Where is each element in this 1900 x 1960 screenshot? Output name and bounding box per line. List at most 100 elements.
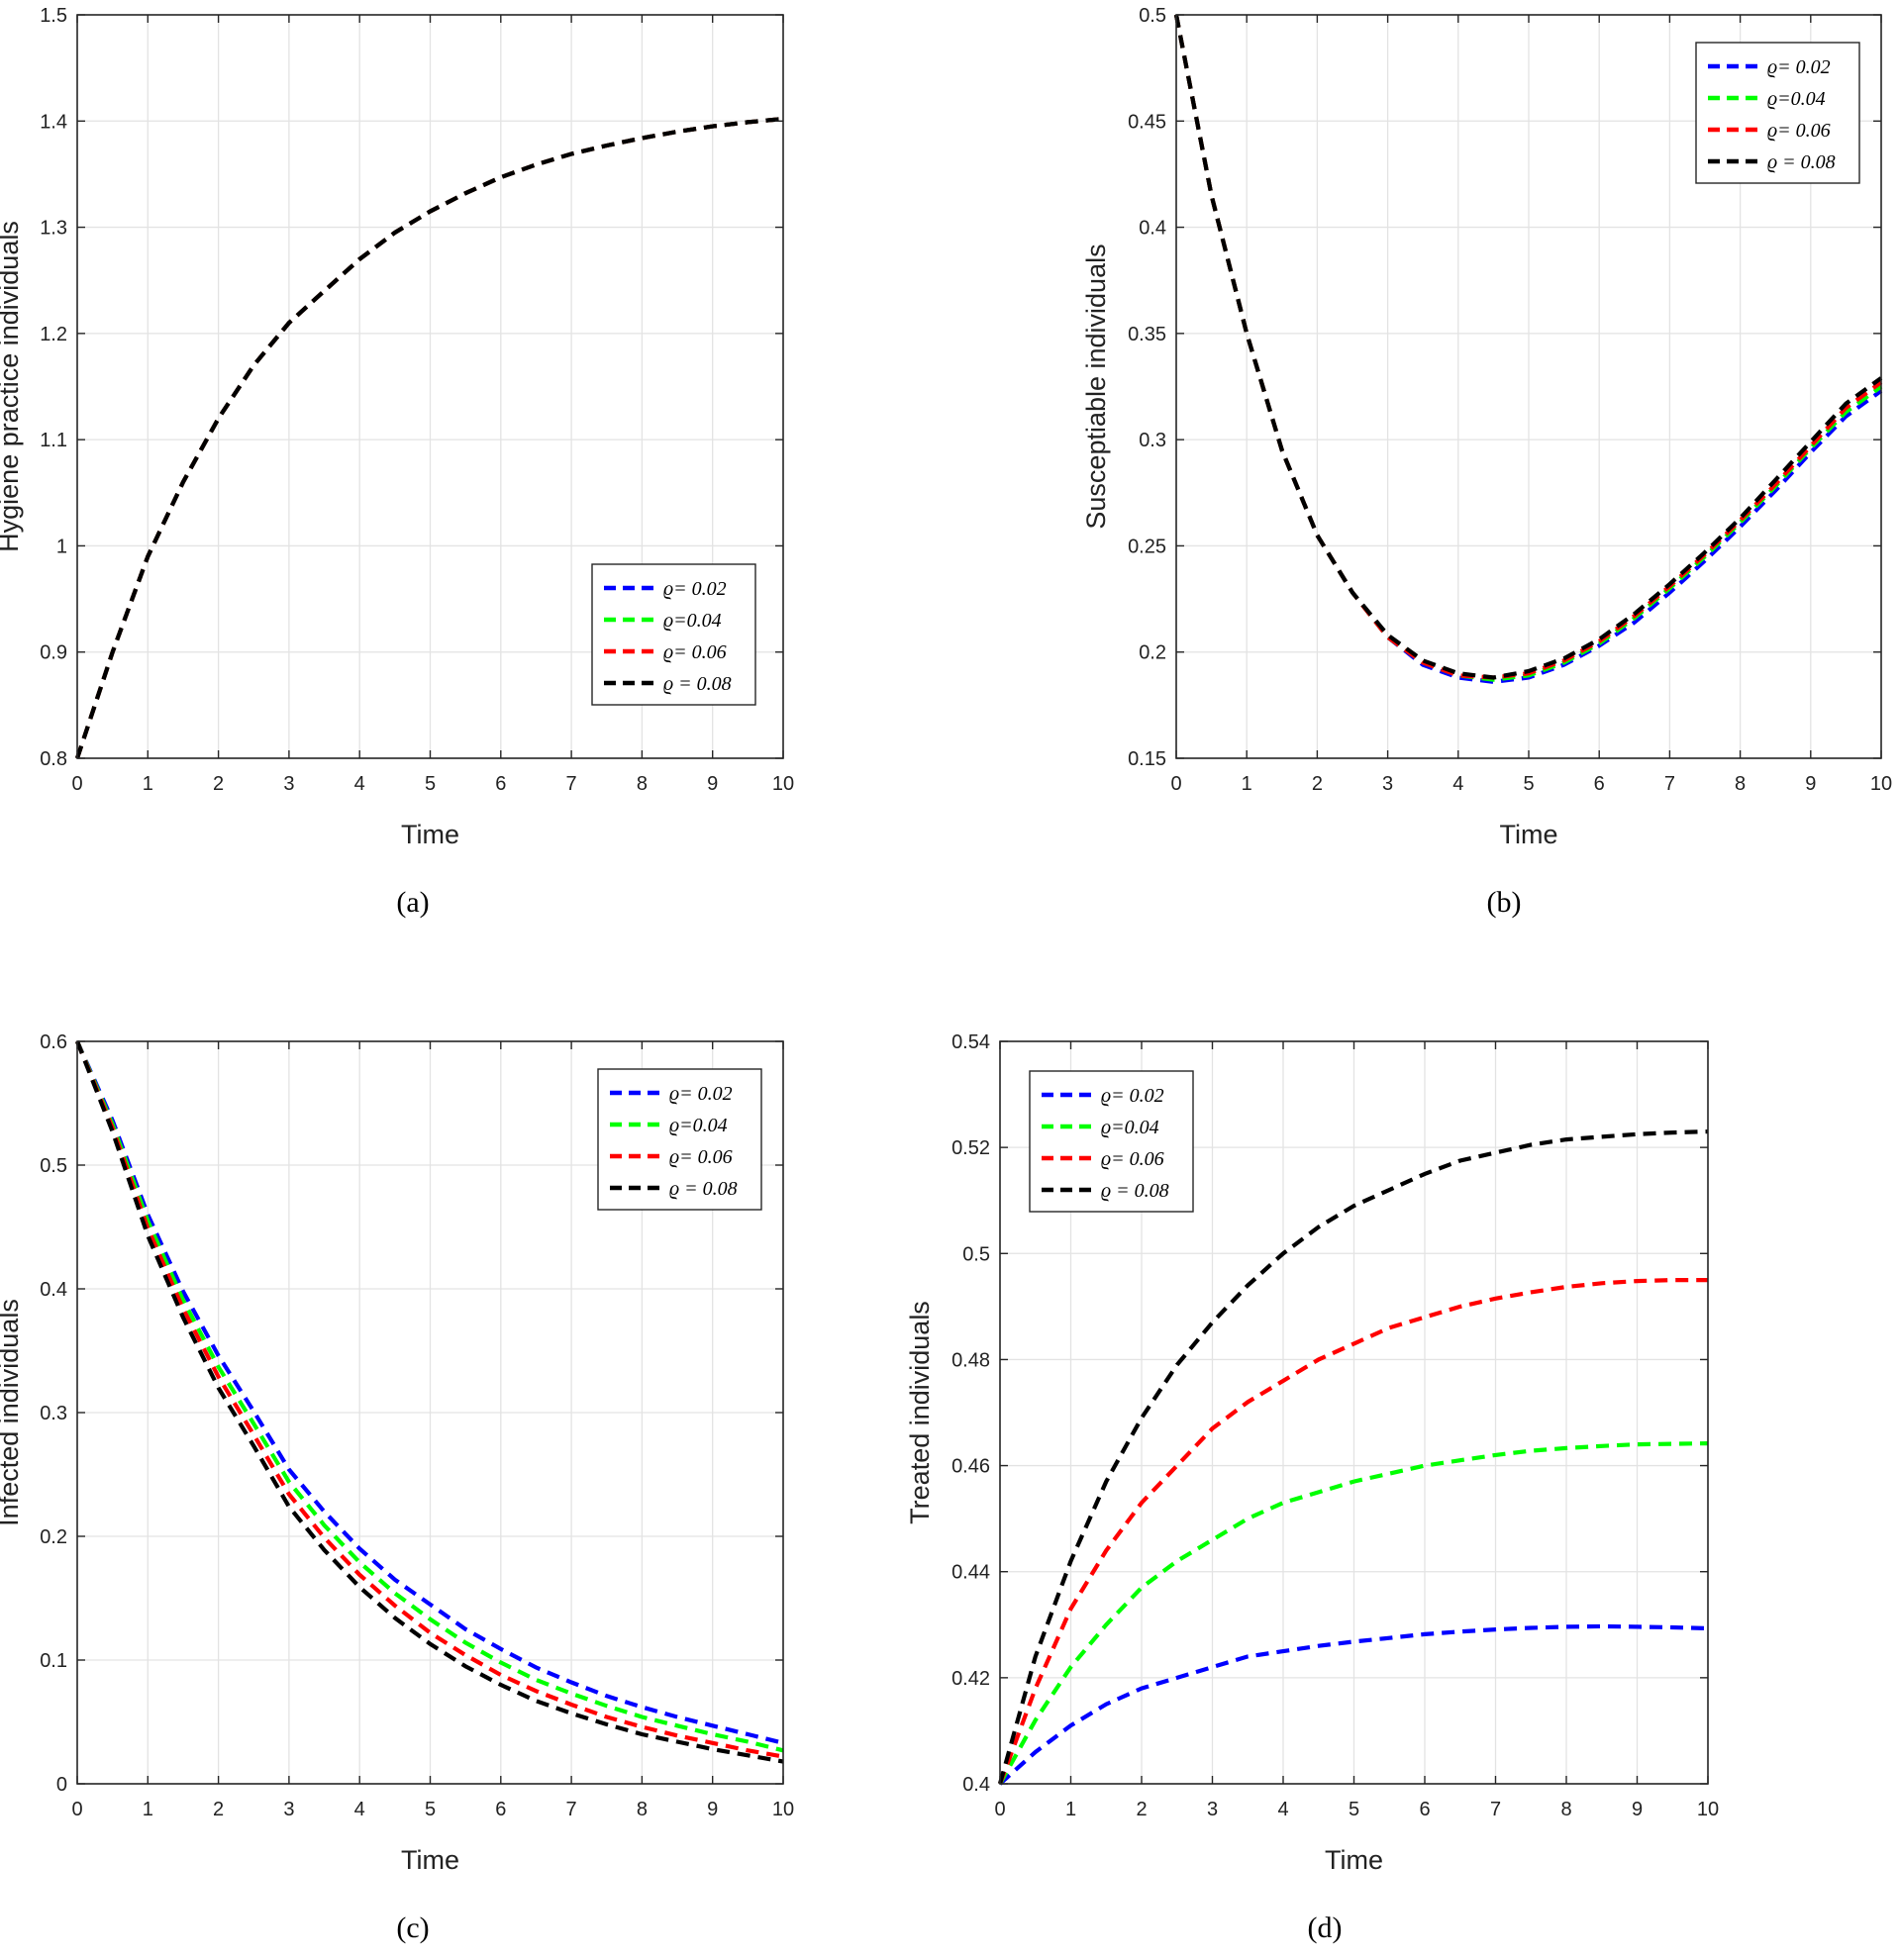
legend-entry: ϱ= 0.06 [1101, 1148, 1164, 1170]
legend-entry: ϱ= 0.02 [669, 1083, 733, 1105]
series-line-2 [75, 1040, 784, 1753]
x-tick-label: 6 [495, 1799, 506, 1820]
x-tick-label: 0 [71, 1799, 82, 1820]
y-tick-label: 1.2 [40, 324, 67, 345]
y-tick-label: 0.2 [40, 1526, 67, 1548]
legend-entry: ϱ= 0.02 [1101, 1085, 1164, 1107]
x-tick-label: 5 [425, 1799, 436, 1820]
x-tick-label: 6 [1419, 1799, 1430, 1820]
y-tick-label: 0.54 [951, 1031, 990, 1053]
chart-d: 0 1 2 3 4 5 6 7 8 9 10 0.4 0.42 0.44 0.46 0.48 0.5 0.52 0.… [905, 1031, 1719, 1944]
y-tick-label: 0.15 [1128, 748, 1166, 770]
x-tick-label: 5 [1523, 773, 1534, 795]
y-tick-label: 1 [56, 536, 67, 557]
y-tick-label: 0.4 [40, 1279, 67, 1301]
legend-box [591, 563, 756, 706]
y-tick-label: 0.3 [40, 1403, 67, 1424]
x-tick-label: 2 [213, 1799, 224, 1820]
legend-entry: ϱ=0.04 [1767, 88, 1826, 110]
y-tick-label: 0.4 [1139, 218, 1166, 240]
x-tick-label: 1 [143, 1799, 153, 1820]
legend-box [1029, 1070, 1194, 1213]
x-axis-label: Time [401, 820, 459, 849]
series-line-1 [75, 1040, 784, 1745]
x-tick-label: 8 [637, 773, 648, 795]
x-tick-label: 7 [1664, 773, 1675, 795]
y-tick-label: 0.2 [1139, 642, 1166, 664]
legend-entry: ϱ = 0.08 [1767, 151, 1836, 173]
legend: ϱ= 0.02 ϱ=0.04 ϱ= 0.06 ϱ = 0.08 [1695, 42, 1860, 184]
x-tick-label: 5 [425, 773, 436, 795]
y-axis-label: Susceptiable individuals [1081, 244, 1111, 529]
x-tick-label: 6 [1594, 773, 1605, 795]
x-tick-label: 3 [283, 1799, 294, 1820]
x-tick-label: 7 [566, 773, 577, 795]
x-tick-label: 4 [354, 773, 365, 795]
x-tick-label: 6 [495, 773, 506, 795]
legend-entry: ϱ=0.04 [1101, 1117, 1159, 1138]
series-line-4 [75, 1040, 784, 1764]
y-tick-label: 0.44 [951, 1562, 990, 1584]
x-tick-label: 1 [1242, 773, 1252, 795]
series-line-4 [1173, 14, 1883, 680]
x-tick-label: 10 [772, 773, 794, 795]
y-tick-label: 0.42 [951, 1668, 990, 1690]
x-tick-label: 9 [1805, 773, 1816, 795]
legend: ϱ= 0.02 ϱ=0.04 ϱ= 0.06 ϱ = 0.08 [591, 563, 756, 706]
chart-b: 0 1 2 3 4 5 6 7 8 9 10 0.15 0.2 0.25 0.3 0.35 0.4 0.45 0.5… [1081, 5, 1892, 919]
y-axis-label: Hygiene practice individuals [0, 221, 24, 552]
panel-caption: (c) [396, 1911, 429, 1944]
series-line-4 [997, 1129, 1709, 1785]
legend-entry: ϱ= 0.02 [663, 578, 727, 600]
series-line-3 [998, 1277, 1708, 1785]
panel-caption: (a) [396, 886, 429, 919]
x-axis-label: Time [1325, 1845, 1383, 1875]
series-line-4 [75, 117, 784, 759]
y-tick-label: 0.1 [40, 1650, 67, 1672]
x-tick-label: 5 [1349, 1799, 1359, 1820]
legend-entry: ϱ = 0.08 [669, 1178, 738, 1200]
y-tick-label: 1.3 [40, 218, 67, 240]
y-tick-label: 0.9 [40, 642, 67, 664]
x-tick-label: 10 [772, 1799, 794, 1820]
y-tick-label: 0.45 [1128, 111, 1166, 133]
panel-caption: (d) [1308, 1911, 1343, 1944]
y-tick-label: 1.5 [40, 5, 67, 27]
x-tick-label: 9 [707, 773, 718, 795]
x-tick-label: 3 [1382, 773, 1393, 795]
series-line-2 [998, 1441, 1709, 1786]
legend-box [1695, 42, 1860, 184]
y-tick-label: 0.8 [40, 748, 67, 770]
y-tick-label: 0.3 [1139, 430, 1166, 451]
chart-c: 0 1 2 3 4 5 6 7 8 9 10 0 0.1 0.2 0.3 0.4 0.5 0.6 Time Infec… [0, 1031, 794, 1944]
legend-box [597, 1068, 762, 1211]
panel-caption: (b) [1487, 886, 1522, 919]
legend-entry: ϱ = 0.08 [1101, 1180, 1169, 1202]
legend: ϱ= 0.02 ϱ=0.04 ϱ= 0.06 ϱ = 0.08 [597, 1068, 762, 1211]
x-tick-label: 2 [213, 773, 224, 795]
x-tick-label: 8 [1560, 1799, 1571, 1820]
y-axis-label: Treated individuals [905, 1301, 935, 1524]
x-axis-label: Time [401, 1845, 459, 1875]
y-tick-label: 0.48 [951, 1349, 990, 1371]
x-tick-label: 8 [1735, 773, 1746, 795]
x-tick-label: 2 [1312, 773, 1323, 795]
y-tick-label: 1.4 [40, 111, 67, 133]
x-tick-label: 1 [143, 773, 153, 795]
x-tick-label: 10 [1870, 773, 1892, 795]
x-tick-label: 4 [1452, 773, 1463, 795]
series-line-3 [75, 1040, 784, 1759]
x-tick-label: 0 [1170, 773, 1181, 795]
chart-a: 0 1 2 3 4 5 6 7 8 9 10 0.8 0.9 1 1.1 1.2 1.3 1.4 1.5 Time Hy… [0, 5, 794, 919]
x-tick-label: 3 [1207, 1799, 1218, 1820]
y-axis-label: Infected individuals [0, 1299, 24, 1526]
x-tick-label: 2 [1136, 1799, 1147, 1820]
legend-entry: ϱ= 0.06 [1767, 120, 1831, 142]
x-tick-label: 4 [354, 1799, 365, 1820]
y-tick-label: 0.6 [40, 1031, 67, 1053]
legend-entry: ϱ=0.04 [663, 610, 722, 632]
x-tick-label: 7 [566, 1799, 577, 1820]
y-tick-label: 0.52 [951, 1137, 990, 1159]
y-tick-label: 0.46 [951, 1456, 990, 1478]
